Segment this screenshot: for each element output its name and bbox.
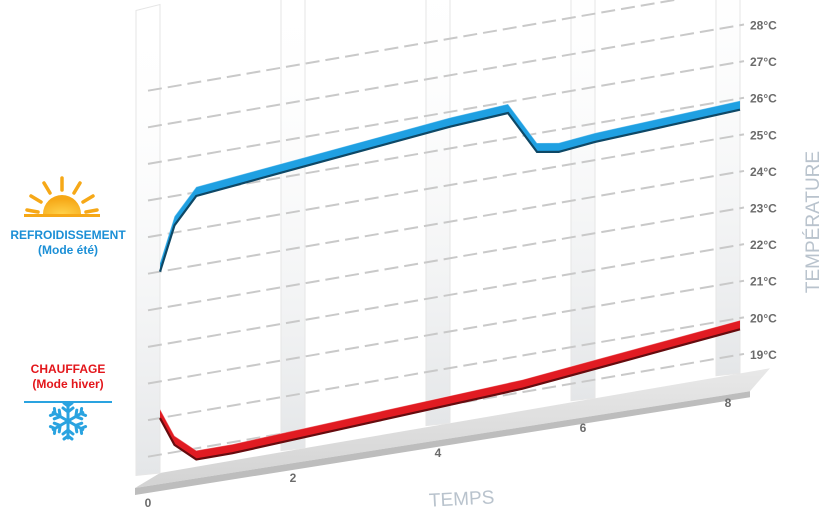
series-ribbons	[158, 100, 741, 461]
time-panels	[135, 0, 741, 477]
gridline-4	[147, 206, 745, 312]
gridline-7	[147, 96, 745, 202]
y-tick-label-2: 21°C	[750, 275, 777, 289]
legend-heating: CHAUFFAGE (Mode hiver)	[0, 362, 136, 392]
gridline-9	[147, 23, 745, 129]
gridline-6	[147, 133, 745, 239]
snowflake-icon	[24, 401, 112, 441]
x-tick-label-3: 6	[580, 421, 587, 435]
y-tick-label-9: 28°C	[750, 19, 777, 33]
series-line-1	[159, 328, 741, 461]
series-ribbon-0	[160, 100, 740, 272]
y-tick-label-6: 25°C	[750, 128, 777, 142]
time-panel-3	[570, 0, 596, 402]
series-line-0	[158, 108, 741, 273]
y-tick-label-1: 20°C	[750, 311, 777, 325]
time-panel-2	[425, 0, 451, 427]
gridline-1	[147, 316, 745, 422]
x-axis-title: TEMPS	[428, 487, 494, 511]
y-tick-label-5: 24°C	[750, 165, 777, 179]
x-tick-label-0: 0	[145, 496, 152, 510]
y-tick-label-8: 27°C	[750, 55, 777, 69]
legend-cooling-subtitle: (Mode été)	[38, 243, 98, 257]
y-tick-label-0: 19°C	[750, 348, 777, 362]
y-tick-label-3: 22°C	[750, 238, 777, 252]
legend-heating-title: CHAUFFAGE	[30, 362, 106, 376]
sun-icon	[24, 176, 100, 217]
x-tick-label-4: 8	[725, 396, 732, 410]
gridline-3	[147, 243, 745, 348]
tick-labels: 19°C 20°C 21°C 22°C 23°C 24°C 25°C 26°C 27°C 28°C…	[145, 19, 777, 510]
gridline-5	[147, 169, 745, 275]
legend-heating-subtitle: (Mode hiver)	[32, 377, 104, 391]
gridline-8	[147, 60, 745, 165]
series-highlight-1	[159, 319, 741, 451]
gridlines	[147, 0, 745, 458]
gridline-2	[147, 279, 745, 385]
time-panel-1	[280, 0, 306, 452]
y-tick-label-7: 26°C	[750, 92, 777, 106]
x-tick-label-2: 4	[435, 446, 442, 460]
chart-floor	[135, 368, 770, 495]
floor-slab	[135, 368, 770, 488]
y-tick-label-4: 23°C	[750, 202, 777, 216]
gridline-10	[147, 0, 680, 92]
x-tick-label-1: 2	[290, 471, 297, 485]
y-axis-title: TEMPÉRATURE	[803, 151, 821, 293]
legend-cooling: REFROIDISSEMENT (Mode été)	[0, 228, 136, 258]
time-panel-0	[135, 3, 161, 477]
legend-cooling-title: REFROIDISSEMENT	[10, 228, 126, 242]
time-panel-4	[715, 0, 741, 377]
floor-edge	[135, 391, 750, 495]
series-highlight-0	[159, 100, 741, 263]
